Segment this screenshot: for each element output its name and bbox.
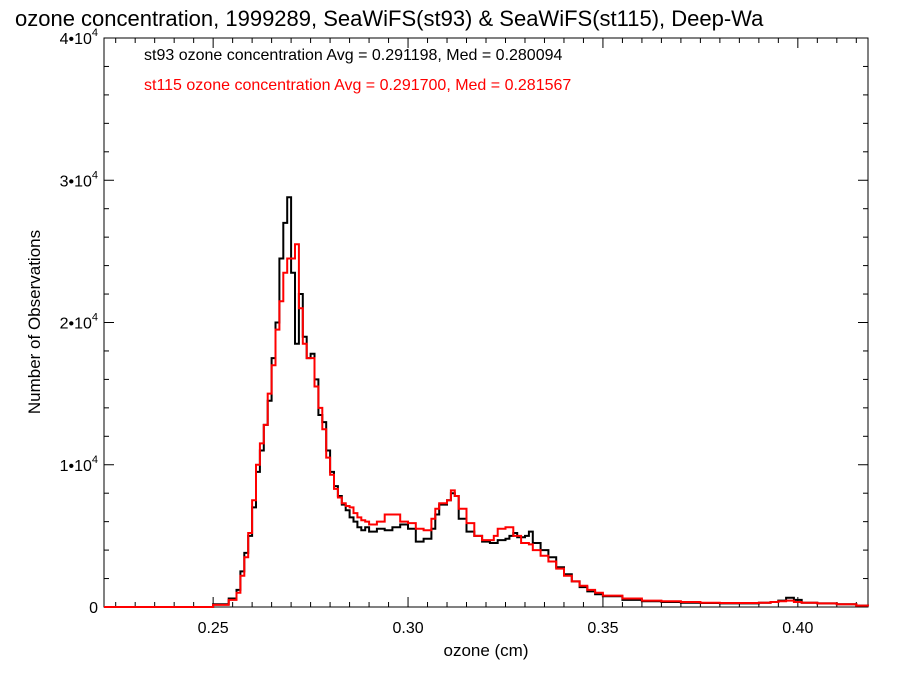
y-tick-label: 3•104 — [60, 169, 98, 190]
y-tick-label: 4•104 — [60, 27, 98, 48]
x-tick-label: 0.40 — [782, 620, 813, 637]
x-tick-label: 0.30 — [392, 620, 423, 637]
x-tick-label: 0.35 — [587, 620, 618, 637]
plot-frame — [103, 37, 869, 608]
series-line-st115 — [104, 243, 869, 608]
x-axis-label: ozone (cm) — [443, 641, 528, 660]
legend-entry-st93: st93 ozone concentration Avg = 0.291198,… — [144, 47, 563, 64]
y-tick-label: 0 — [89, 600, 98, 617]
chart-title: ozone concentration, 1999289, SeaWiFS(st… — [15, 6, 764, 31]
x-tick-label: 0.25 — [198, 620, 229, 637]
series-line-st93 — [104, 196, 869, 608]
y-axis: 0 1•104 2•104 3•104 4•104 — [60, 27, 868, 617]
series-layer — [104, 196, 869, 608]
y-axis-label: Number of Observations — [25, 230, 44, 414]
y-tick-label: 2•104 — [60, 312, 98, 333]
legend-entry-st115: st115 ozone concentration Avg = 0.291700… — [144, 77, 571, 94]
y-tick-label: 1•104 — [60, 454, 98, 475]
x-axis: 0.25 0.30 0.35 0.40 — [115, 38, 857, 637]
